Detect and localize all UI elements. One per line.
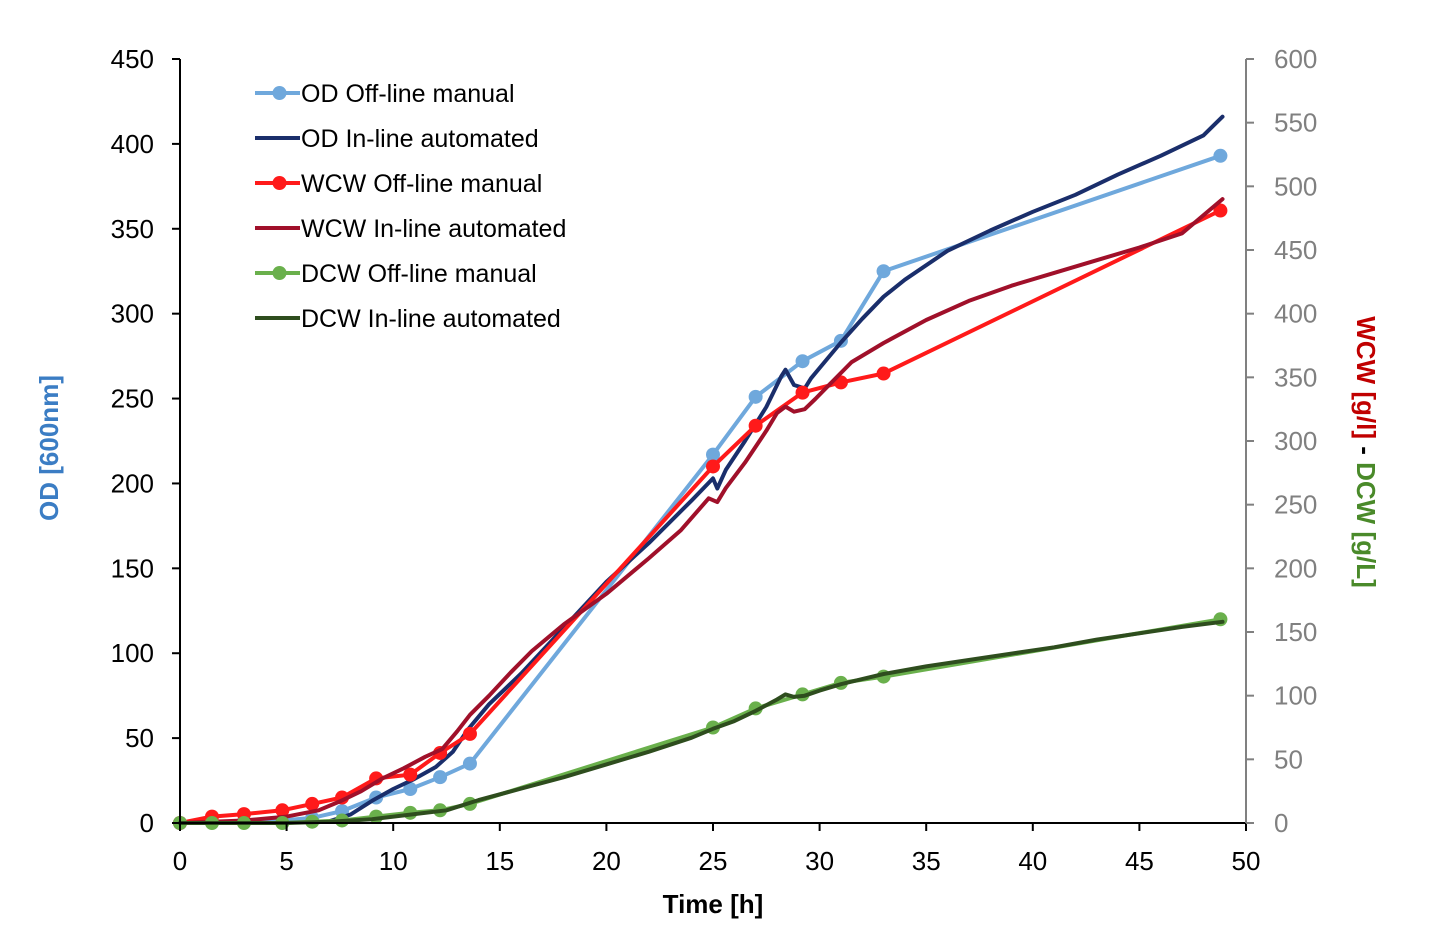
data-point-od-off-line-manual bbox=[433, 770, 448, 785]
x-tick-label: 45 bbox=[1125, 846, 1154, 876]
data-point-od-off-line-manual bbox=[403, 782, 418, 797]
x-tick-label: 40 bbox=[1018, 846, 1047, 876]
axes bbox=[172, 58, 1254, 831]
y-axis-right-title-dcw: DCW [g/L] bbox=[1351, 462, 1381, 588]
y-axis-right-title: WCW [g/l] - DCW [g/L] bbox=[1351, 316, 1381, 587]
legend-label-dcw-in-line-automated: DCW In-line automated bbox=[301, 305, 561, 333]
y-left-tick-label: 150 bbox=[111, 553, 154, 583]
y-left-tick-label: 350 bbox=[111, 214, 154, 244]
series-line-dcw-off-line-manual bbox=[178, 617, 1223, 825]
y-right-tick-label: 600 bbox=[1274, 44, 1317, 74]
x-tick-label: 30 bbox=[805, 846, 834, 876]
y-right-tick-label: 550 bbox=[1274, 108, 1317, 138]
y-right-tick-label: 0 bbox=[1274, 808, 1288, 838]
y-right-tick-label: 500 bbox=[1274, 171, 1317, 201]
legend-label-od-off-line-manual: OD Off-line manual bbox=[301, 80, 515, 108]
y-axis-right-title-separator: - bbox=[1351, 439, 1381, 462]
data-point-wcw-off-line-manual bbox=[462, 726, 477, 741]
y-left-tick-label: 450 bbox=[111, 44, 154, 74]
y-left-tick-label: 200 bbox=[111, 468, 154, 498]
y-right-tick-label: 100 bbox=[1274, 681, 1317, 711]
y-right-tick-label: 350 bbox=[1274, 362, 1317, 392]
legend-label-wcw-in-line-automated: WCW In-line automated bbox=[301, 215, 566, 243]
legend-marker-wcw-off-line-manual bbox=[272, 176, 287, 190]
data-point-od-off-line-manual bbox=[748, 389, 763, 404]
data-point-od-off-line-manual bbox=[876, 264, 891, 279]
data-point-wcw-off-line-manual bbox=[876, 366, 891, 381]
data-point-od-off-line-manual bbox=[706, 447, 720, 462]
legend-label-od-in-line-automated: OD In-line automated bbox=[301, 125, 539, 153]
legend-label-wcw-off-line-manual: WCW Off-line manual bbox=[301, 170, 542, 198]
x-tick-label: 10 bbox=[379, 846, 408, 876]
data-point-od-off-line-manual bbox=[462, 756, 477, 771]
data-point-wcw-off-line-manual bbox=[305, 796, 320, 811]
x-tick-label: 15 bbox=[485, 846, 514, 876]
x-axis-title: Time [h] bbox=[663, 889, 764, 919]
y-left-tick-label: 50 bbox=[125, 723, 154, 753]
series-line-od-off-line-manual bbox=[178, 153, 1223, 825]
y-right-tick-label: 400 bbox=[1274, 299, 1317, 329]
data-point-wcw-off-line-manual bbox=[403, 767, 418, 782]
x-tick-label: 35 bbox=[912, 846, 941, 876]
legend-marker-dcw-off-line-manual bbox=[272, 266, 287, 280]
legend-marker-od-off-line-manual bbox=[272, 86, 287, 100]
x-tick-label: 0 bbox=[173, 846, 187, 876]
y-left-tick-label: 100 bbox=[111, 638, 154, 668]
legend: OD Off-line manual OD In-line automated WC… bbox=[255, 80, 566, 333]
x-tick-label: 5 bbox=[279, 846, 293, 876]
y-left-tick-label: 0 bbox=[140, 808, 154, 838]
legend-label-dcw-off-line-manual: DCW Off-line manual bbox=[301, 260, 537, 288]
x-tick-label: 20 bbox=[592, 846, 621, 876]
data-point-wcw-off-line-manual bbox=[748, 418, 763, 433]
y-right-tick-label: 150 bbox=[1274, 617, 1317, 647]
data-point-wcw-off-line-manual bbox=[275, 803, 290, 818]
y-right-tick-label: 300 bbox=[1274, 426, 1317, 456]
x-tick-label: 50 bbox=[1232, 846, 1261, 876]
data-point-wcw-off-line-manual bbox=[795, 385, 810, 400]
y-axis-right-title-wcw: WCW [g/l] bbox=[1351, 316, 1381, 439]
y-right-tick-label: 50 bbox=[1274, 744, 1303, 774]
y-right-tick-label: 450 bbox=[1274, 235, 1317, 265]
x-tick-label: 25 bbox=[699, 846, 728, 876]
data-point-od-off-line-manual bbox=[795, 354, 810, 369]
y-right-tick-label: 200 bbox=[1274, 553, 1317, 583]
data-point-wcw-off-line-manual bbox=[706, 459, 720, 474]
series-line-dcw-in-line-automated bbox=[178, 619, 1225, 825]
y-left-tick-label: 400 bbox=[111, 129, 154, 159]
y-left-tick-label: 300 bbox=[111, 299, 154, 329]
series-line-wcw-in-line-automated bbox=[178, 197, 1225, 825]
y-left-tick-label: 250 bbox=[111, 384, 154, 414]
y-right-tick-label: 250 bbox=[1274, 490, 1317, 520]
tick-labels: 0 5 10 15 20 25 30 35 40 45 5005010015020025030035… bbox=[111, 44, 1318, 876]
data-point-od-off-line-manual bbox=[1213, 148, 1228, 163]
series-line-wcw-off-line-manual bbox=[178, 208, 1223, 825]
y-axis-left-title: OD [600nm] bbox=[34, 375, 64, 521]
data-point-wcw-off-line-manual bbox=[1213, 203, 1228, 218]
